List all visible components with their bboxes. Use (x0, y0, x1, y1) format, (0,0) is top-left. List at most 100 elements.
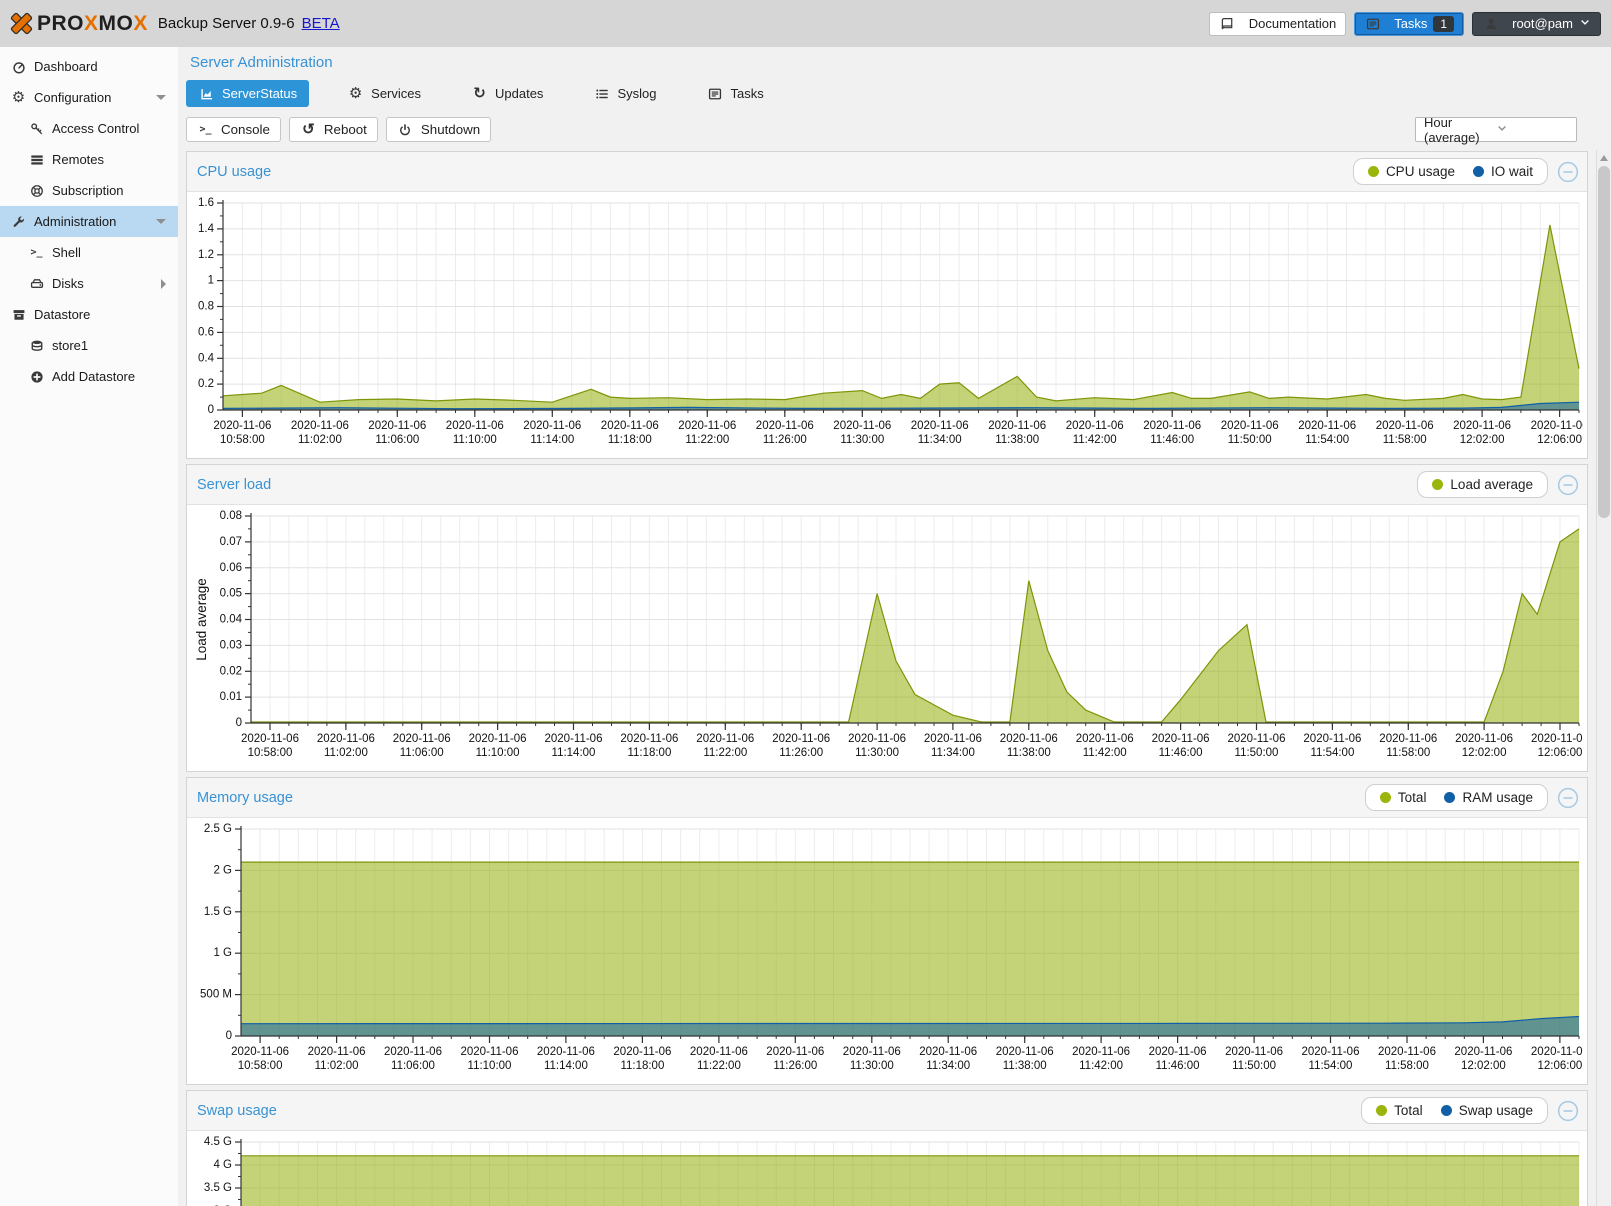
sidebar-item-label: Access Control (52, 121, 140, 136)
button-label: Reboot (323, 122, 367, 137)
svg-text:2020-11-06: 2020-11-06 (613, 1046, 671, 1058)
chart-legend: CPU usage IO wait (1352, 158, 1548, 185)
sidebar-item-add-datastore[interactable]: Add Datastore (0, 361, 178, 392)
vertical-scrollbar[interactable] (1596, 150, 1611, 1206)
sidebar-item-shell[interactable]: >_ Shell (0, 237, 178, 268)
svg-text:2020-11-06: 2020-11-06 (537, 1046, 595, 1058)
sidebar-item-disks[interactable]: Disks (0, 268, 178, 299)
tab-serverstatus[interactable]: ServerStatus (186, 80, 310, 107)
svg-text:2020-11-06: 2020-11-06 (1143, 420, 1201, 432)
list-alt-icon (706, 87, 723, 101)
legend-item: CPU usage (1367, 164, 1455, 179)
sidebar-item-datastore[interactable]: Datastore (0, 299, 178, 330)
sidebar-item-label: Disks (52, 276, 84, 291)
svg-text:2020-11-06: 2020-11-06 (1531, 420, 1583, 432)
page-title: Server Administration (190, 54, 333, 71)
svg-text:0.05: 0.05 (220, 588, 242, 600)
svg-text:2020-11-06: 2020-11-06 (833, 420, 891, 432)
legend-dot-icon (1367, 166, 1379, 177)
scrollbar-thumb[interactable] (1598, 166, 1610, 518)
beta-link[interactable]: BETA (301, 15, 340, 32)
user-menu-button[interactable]: root@pam (1472, 11, 1601, 36)
svg-text:2020-11-06: 2020-11-06 (317, 733, 375, 745)
svg-text:0.2: 0.2 (198, 378, 214, 390)
scroll-up-icon[interactable] (1600, 155, 1608, 161)
panel-server-load: Server load Load average 0 0.01 0.02 0.03 0.04… (186, 464, 1588, 772)
svg-text:11:02:00: 11:02:00 (298, 434, 342, 446)
svg-text:11:18:00: 11:18:00 (620, 1060, 664, 1072)
sidebar-item-label: Remotes (52, 152, 105, 167)
sidebar-item-configuration[interactable]: ⚙ Configuration (0, 82, 178, 113)
svg-text:0.03: 0.03 (220, 639, 242, 651)
svg-text:0.4: 0.4 (198, 352, 215, 364)
svg-text:10:58:00: 10:58:00 (238, 1060, 283, 1072)
collapse-panel-button[interactable] (1557, 1100, 1579, 1122)
brand-wordmark: PROXMOX (37, 11, 148, 35)
svg-text:2020-11-06: 2020-11-06 (1221, 420, 1279, 432)
svg-text:2020-11-06: 2020-11-06 (523, 420, 581, 432)
sidebar-item-dashboard[interactable]: Dashboard (0, 51, 178, 82)
svg-text:11:26:00: 11:26:00 (779, 747, 823, 759)
power-icon (397, 123, 414, 137)
svg-text:12:06:00: 12:06:00 (1537, 434, 1582, 446)
collapse-panel-button[interactable] (1557, 161, 1579, 183)
svg-text:2020-11-06: 2020-11-06 (1454, 1046, 1512, 1058)
svg-text:11:34:00: 11:34:00 (926, 1060, 970, 1072)
shutdown-button[interactable]: Shutdown (385, 117, 492, 142)
console-button[interactable]: >_ Console (186, 117, 281, 142)
tab-tasks[interactable]: Tasks (694, 80, 775, 107)
svg-text:2020-11-06: 2020-11-06 (1531, 733, 1583, 745)
svg-text:11:42:00: 11:42:00 (1073, 434, 1117, 446)
svg-text:3.5 G: 3.5 G (204, 1182, 232, 1194)
svg-text:2020-11-06: 2020-11-06 (843, 1046, 901, 1058)
documentation-button[interactable]: Documentation (1208, 11, 1347, 36)
tasks-button[interactable]: Tasks 1 (1354, 11, 1465, 36)
tasks-count-badge: 1 (1433, 15, 1455, 32)
reboot-button[interactable]: ↺ Reboot (288, 117, 378, 142)
tab-label: ServerStatus (222, 86, 298, 101)
svg-text:1.5 G: 1.5 G (204, 906, 232, 918)
legend-item: Swap usage (1440, 1103, 1533, 1118)
panel-title: Server load (197, 476, 272, 493)
svg-text:2020-11-06: 2020-11-06 (469, 733, 527, 745)
panel-memory-usage: Memory usage Total RAM usage 0 500 M 1 G 1.5 G… (186, 777, 1588, 1085)
svg-text:2020-11-06: 2020-11-06 (1000, 733, 1058, 745)
svg-text:10:58:00: 10:58:00 (220, 434, 265, 446)
timeframe-select[interactable]: Hour (average) (1415, 115, 1577, 145)
panel-header: CPU usage CPU usage IO wait (187, 152, 1587, 192)
tab-label: Tasks (730, 86, 764, 101)
sidebar-item-access-control[interactable]: Access Control (0, 113, 178, 144)
svg-text:2020-11-06: 2020-11-06 (1376, 420, 1434, 432)
tab-updates[interactable]: ↻ Updates (459, 80, 555, 107)
tab-label: Updates (495, 86, 544, 101)
svg-text:2020-11-06: 2020-11-06 (848, 733, 906, 745)
svg-text:0: 0 (236, 717, 242, 729)
collapse-panel-button[interactable] (1557, 474, 1579, 496)
sidebar-item-subscription[interactable]: Subscription (0, 175, 178, 206)
tab-services[interactable]: ⚙ Services (335, 80, 433, 107)
svg-text:2020-11-06: 2020-11-06 (1303, 733, 1361, 745)
chart-area-icon (198, 87, 215, 101)
svg-text:2020-11-06: 2020-11-06 (231, 1046, 289, 1058)
sidebar-item-store1[interactable]: store1 (0, 330, 178, 361)
legend-item: IO wait (1472, 164, 1533, 179)
sidebar: Dashboard ⚙ Configuration Access Control Rem… (0, 47, 178, 1206)
svg-text:4 G: 4 G (213, 1159, 232, 1171)
svg-text:1: 1 (208, 275, 214, 287)
collapse-panel-button[interactable] (1557, 787, 1579, 809)
sidebar-item-label: Configuration (34, 90, 112, 105)
svg-text:2020-11-06: 2020-11-06 (1531, 1046, 1583, 1058)
disk-icon (28, 277, 45, 291)
sidebar-item-remotes[interactable]: Remotes (0, 144, 178, 175)
sidebar-item-administration[interactable]: Administration (0, 206, 178, 237)
svg-text:2020-11-06: 2020-11-06 (919, 1046, 977, 1058)
svg-text:0.8: 0.8 (198, 301, 214, 313)
panel-title: Swap usage (197, 1102, 277, 1119)
svg-text:0.01: 0.01 (220, 691, 242, 703)
panel-header: Memory usage Total RAM usage (187, 778, 1587, 818)
tab-syslog[interactable]: Syslog (581, 80, 668, 107)
legend-item: RAM usage (1444, 790, 1533, 805)
svg-text:11:38:00: 11:38:00 (995, 434, 1039, 446)
svg-text:2020-11-06: 2020-11-06 (545, 733, 603, 745)
main-content: Server Administration ServerStatus ⚙ Servi… (178, 47, 1611, 1206)
